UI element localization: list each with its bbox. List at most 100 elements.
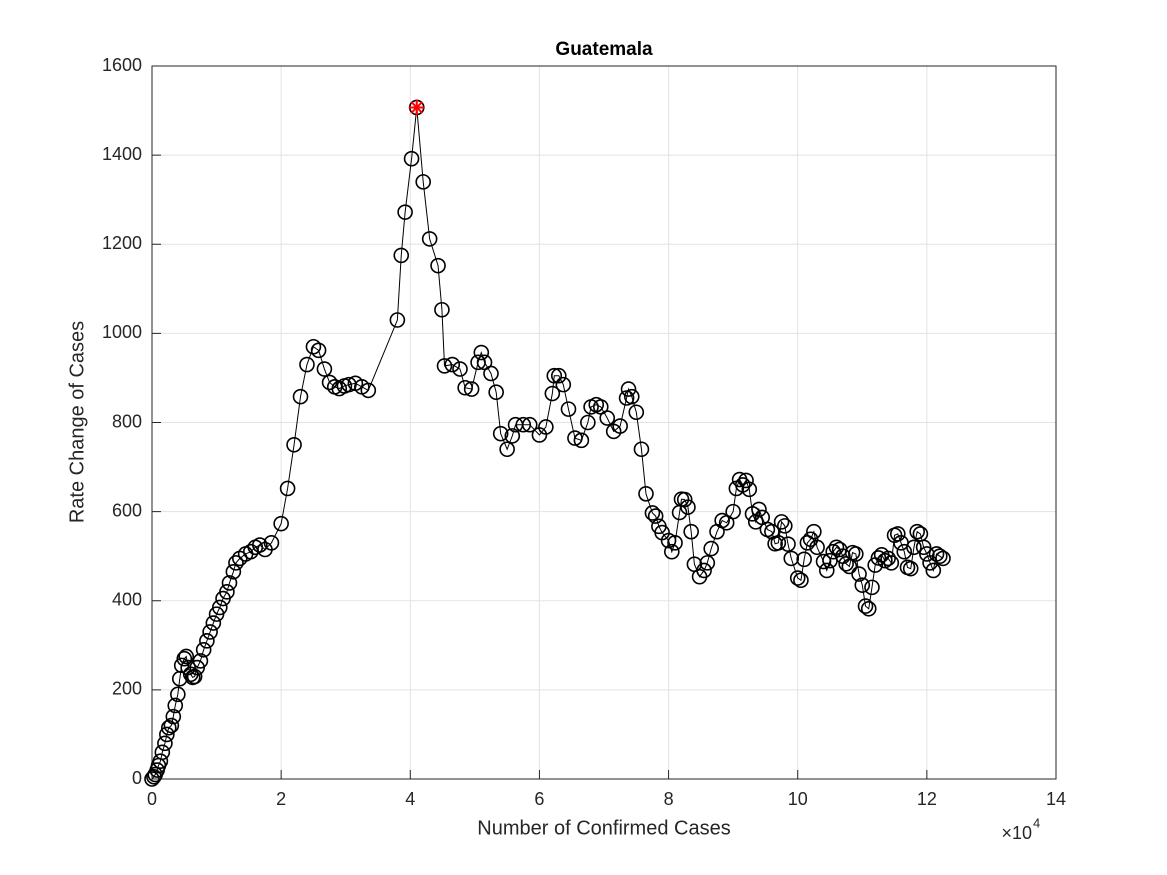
data-point: [389, 312, 406, 328]
y-axis-label: Rate Change of Cases: [66, 321, 88, 523]
data-point: [144, 771, 160, 787]
data-point: [644, 505, 661, 521]
data-point: [555, 376, 572, 393]
data-point: [538, 419, 554, 435]
data-point: [228, 555, 244, 571]
chart-title: Guatemala: [555, 39, 653, 60]
data-point: [316, 361, 333, 377]
data-point: [623, 388, 640, 405]
data-point: [647, 508, 664, 524]
data-point: [263, 535, 280, 551]
data-point: [935, 550, 951, 567]
data-point: [499, 441, 515, 458]
data-point: [806, 523, 822, 540]
data-point: [703, 540, 719, 557]
highlight-marker: [408, 99, 425, 116]
data-point: [421, 231, 438, 247]
data-point: [430, 257, 446, 274]
data-point: [612, 418, 628, 434]
data-point: [809, 539, 825, 556]
data-point: [393, 247, 410, 264]
data-point: [452, 361, 468, 377]
data-point: [286, 436, 302, 453]
data-point: [173, 657, 190, 674]
data-point: [676, 491, 693, 508]
y-tick-label: 400: [112, 590, 142, 610]
x-multiplier-base: ×10: [1001, 823, 1032, 843]
data-point: [860, 600, 877, 617]
data-point: [815, 553, 832, 570]
data-point: [165, 708, 182, 725]
data-point: [546, 367, 563, 384]
data-point: [292, 388, 309, 405]
data-point: [167, 697, 184, 714]
data-point: [741, 481, 758, 498]
x-tick-label: 14: [1046, 789, 1066, 809]
y-tick-label: 600: [112, 500, 142, 520]
data-point: [310, 342, 327, 359]
y-tick-label: 1200: [102, 233, 142, 253]
y-tick-label: 1400: [102, 144, 142, 164]
data-point: [818, 562, 835, 579]
data-point: [854, 577, 871, 593]
data-point: [299, 356, 315, 373]
data-point: [663, 543, 680, 560]
data-point: [620, 381, 637, 397]
data-point: [157, 735, 173, 752]
data-point: [504, 428, 521, 444]
x-tick-label: 10: [788, 789, 808, 809]
x-tick-label: 2: [276, 789, 286, 809]
data-point: [877, 552, 893, 569]
data-point: [660, 532, 677, 549]
data-point: [279, 480, 296, 497]
data-point: [415, 174, 432, 190]
data-point: [457, 379, 473, 396]
data-point: [170, 686, 186, 703]
data-point: [463, 381, 480, 397]
data-point: [567, 430, 583, 446]
data-point: [780, 536, 796, 552]
y-tick-label: 0: [132, 768, 142, 788]
data-point: [931, 548, 948, 564]
data-point: [163, 717, 180, 734]
data-point: [628, 404, 645, 421]
data-point: [738, 472, 754, 489]
x-multiplier-exponent: 4: [1033, 815, 1040, 830]
data-point: [773, 514, 790, 530]
data-point: [851, 566, 867, 582]
axes-box: [151, 65, 1057, 780]
data-point: [176, 650, 193, 667]
x-axis-label: Number of Confirmed Cases: [477, 817, 730, 839]
data-point: [857, 598, 874, 614]
data-point: [544, 385, 561, 402]
data-point: [909, 523, 925, 540]
data-point: [195, 641, 212, 658]
data-point: [902, 560, 919, 577]
data-point: [219, 584, 235, 600]
data-point: [305, 338, 322, 355]
data-point: [186, 668, 203, 685]
data-point: [680, 499, 696, 515]
data-point: [925, 562, 942, 579]
x-tick-label: 4: [405, 789, 415, 809]
data-point: [825, 543, 842, 560]
data-point: [638, 485, 654, 502]
data-point: [699, 555, 716, 571]
data-point: [889, 526, 906, 542]
data-point: [199, 633, 215, 649]
data-point: [492, 425, 509, 442]
y-tick-label: 1600: [102, 55, 142, 75]
data-point: [205, 615, 222, 631]
data-point: [776, 518, 793, 534]
data-point: [864, 579, 880, 596]
data-point: [221, 575, 238, 591]
data-point: [580, 414, 596, 431]
data-point: [178, 648, 195, 665]
x-tick-label: 12: [917, 789, 937, 809]
data-point: [783, 550, 800, 567]
data-point: [633, 441, 650, 458]
data-point: [470, 354, 486, 371]
data-point: [789, 570, 806, 586]
